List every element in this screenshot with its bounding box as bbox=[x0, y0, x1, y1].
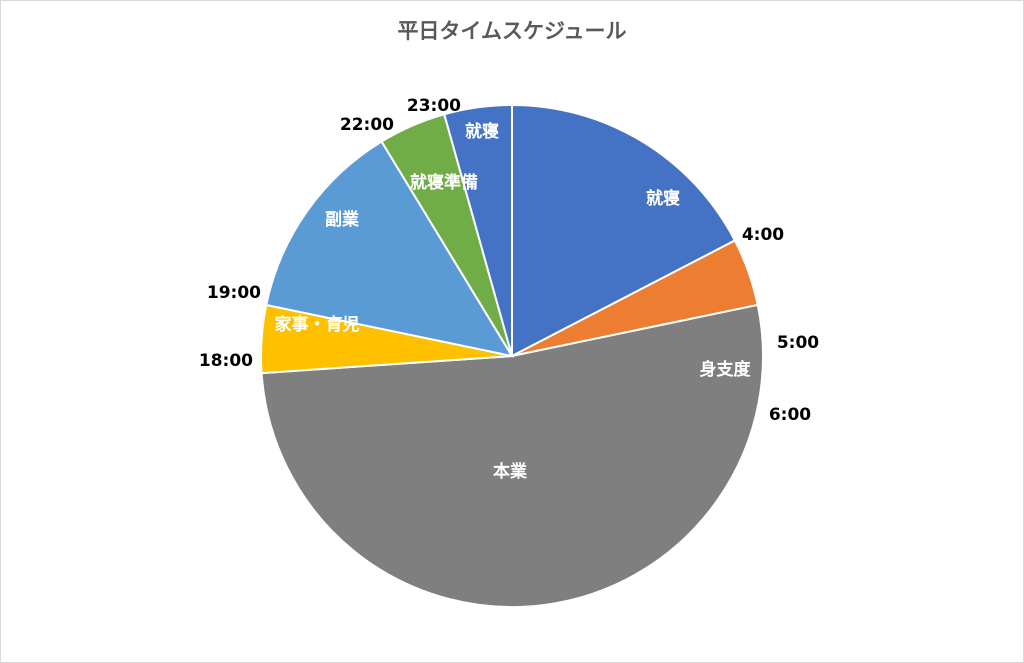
pie-slice bbox=[511, 103, 737, 358]
pie-slice bbox=[260, 303, 765, 609]
slice-label: 副業 bbox=[325, 209, 359, 230]
pie-slice bbox=[443, 103, 513, 357]
chart-title: 平日タイムスケジュール bbox=[397, 19, 627, 43]
slice-label: 就寝 bbox=[465, 121, 499, 142]
time-label: 22:00 bbox=[340, 115, 394, 135]
time-label: 4:00 bbox=[742, 225, 784, 245]
slice-label: 就寝準備 bbox=[410, 172, 478, 193]
time-label: 23:00 bbox=[407, 96, 461, 116]
pie-slice bbox=[265, 140, 515, 358]
time-label: 19:00 bbox=[207, 283, 261, 303]
slice-label: 本業 bbox=[493, 461, 527, 482]
time-label: 18:00 bbox=[199, 351, 253, 371]
slice-label: 就寝 bbox=[646, 188, 680, 209]
slice-label: 身支度 bbox=[700, 359, 752, 380]
time-label: 5:00 bbox=[777, 333, 819, 353]
slice-label: 家事・育児 bbox=[275, 314, 360, 335]
time-label: 6:00 bbox=[769, 405, 811, 425]
